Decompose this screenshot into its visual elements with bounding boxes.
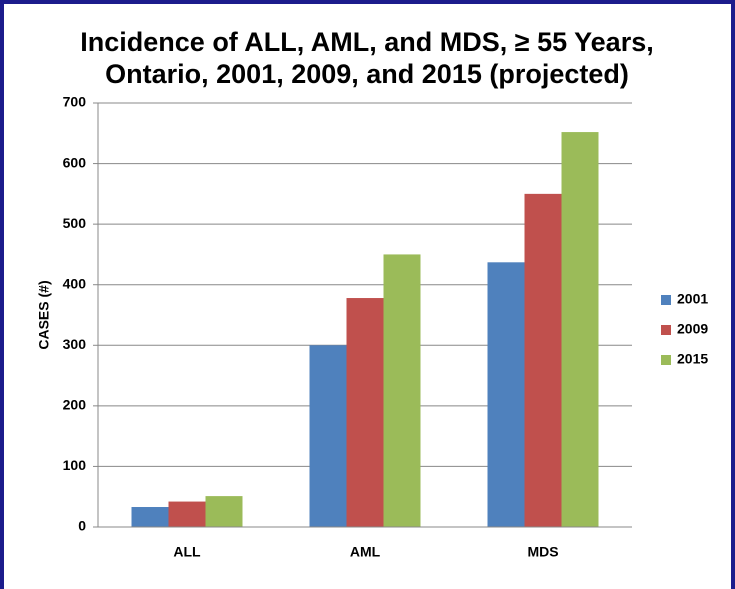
y-tick-label: 100 — [63, 457, 87, 473]
legend-swatch — [661, 325, 671, 335]
chart-title: Ontario, 2001, 2009, and 2015 (projected… — [105, 59, 629, 89]
bar — [309, 345, 347, 527]
bar — [561, 132, 599, 527]
bar — [383, 254, 421, 527]
legend-swatch — [661, 355, 671, 365]
bar — [346, 298, 384, 527]
chart-title: Incidence of ALL, AML, and MDS, ≥ 55 Yea… — [80, 27, 653, 57]
x-tick-label: MDS — [527, 544, 558, 560]
y-tick-label: 300 — [63, 336, 87, 352]
legend-swatch — [661, 295, 671, 305]
legend-label: 2015 — [677, 351, 708, 367]
bar — [487, 262, 525, 527]
legend-label: 2001 — [677, 291, 708, 307]
bar — [168, 501, 206, 527]
y-tick-label: 500 — [63, 215, 87, 231]
y-axis-label: CASES (#) — [36, 280, 52, 349]
bar — [131, 507, 169, 527]
x-tick-label: ALL — [173, 544, 201, 560]
y-tick-label: 600 — [63, 154, 87, 170]
y-tick-label: 200 — [63, 397, 87, 413]
bar — [524, 193, 562, 527]
bar — [205, 496, 243, 527]
x-tick-label: AML — [350, 544, 381, 560]
y-tick-label: 400 — [63, 275, 87, 291]
legend-label: 2009 — [677, 321, 708, 337]
y-tick-label: 700 — [63, 94, 87, 110]
y-tick-label: 0 — [78, 518, 86, 534]
